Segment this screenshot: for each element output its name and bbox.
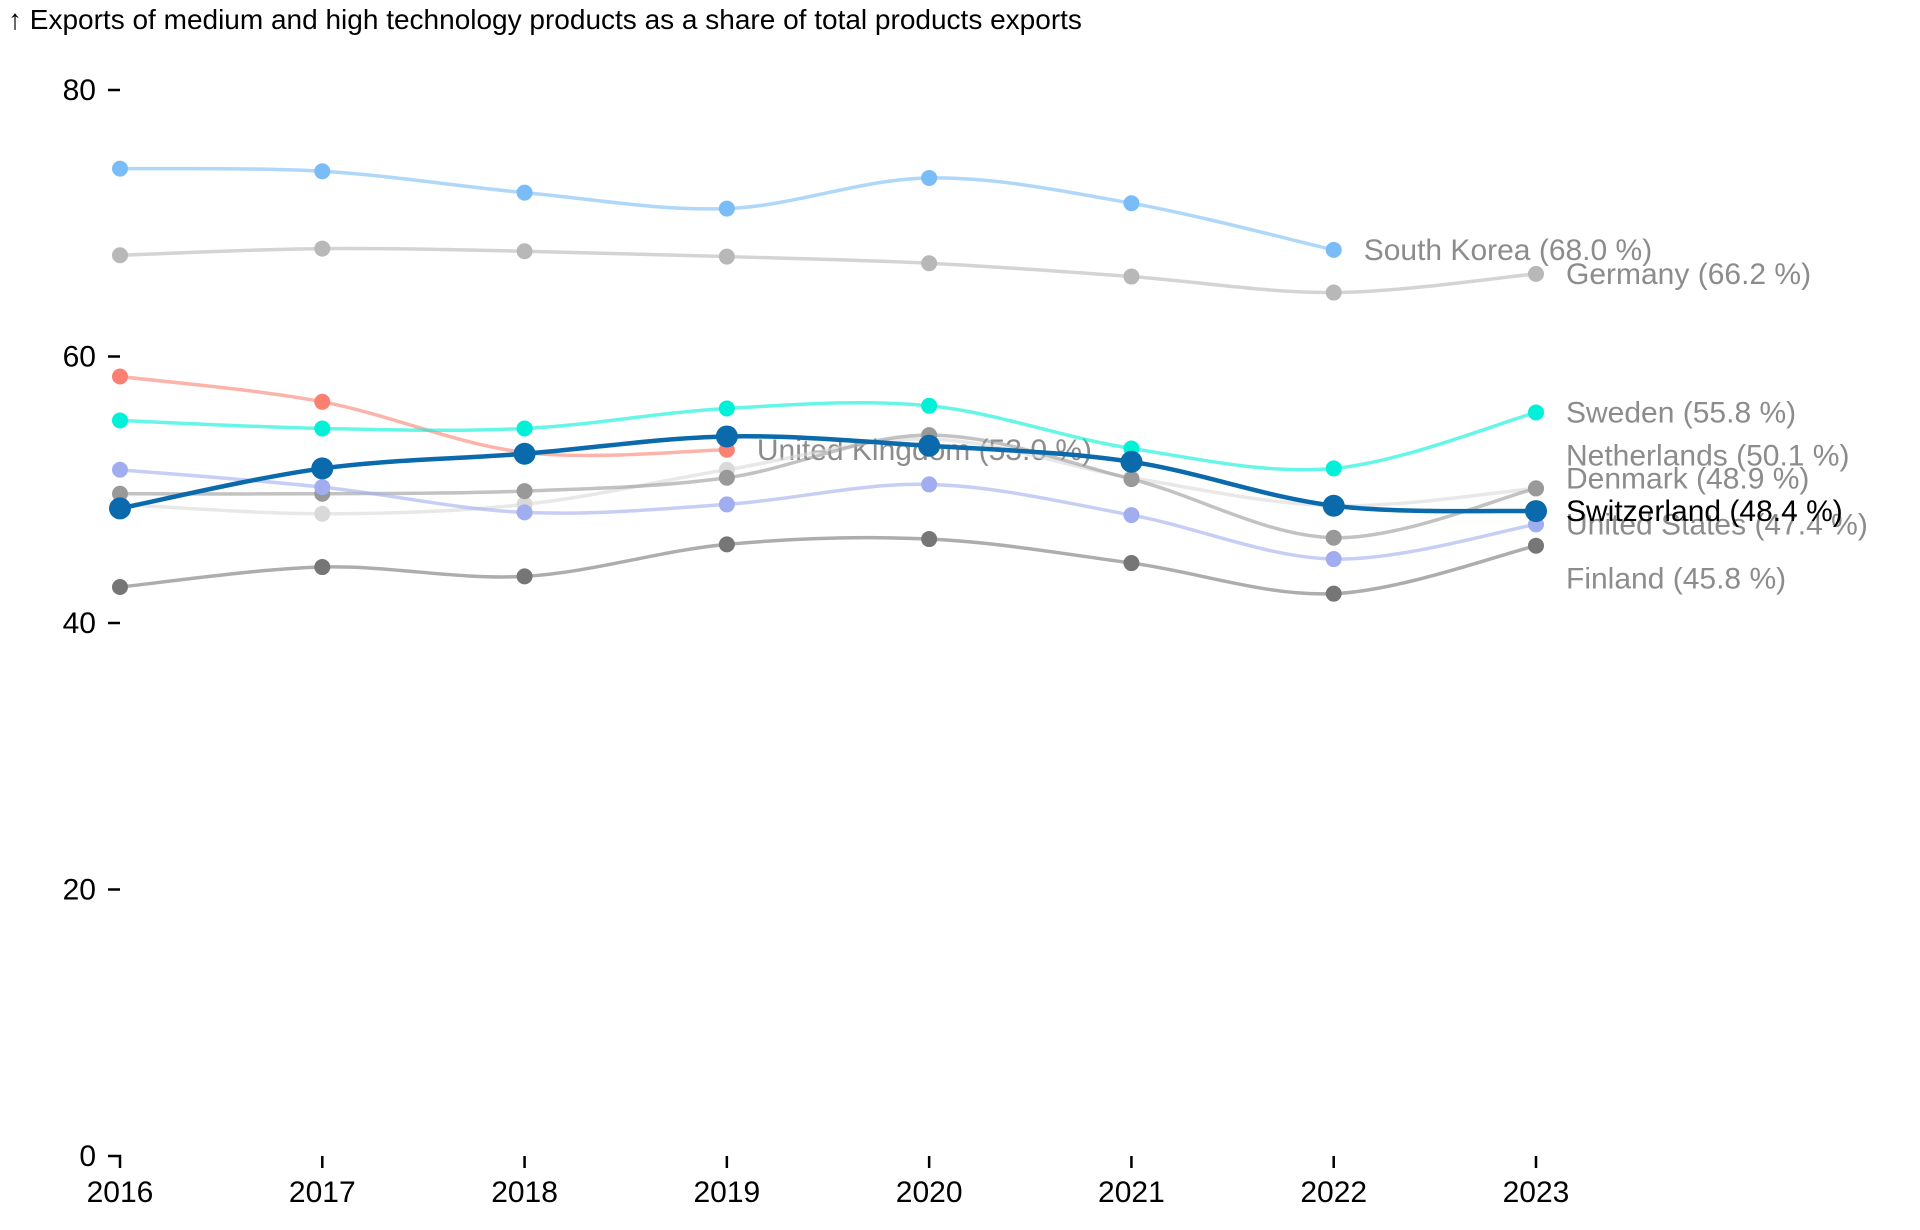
data-point-sweden	[718, 400, 735, 417]
data-point-denmark	[1123, 471, 1140, 488]
data-point-germany	[921, 255, 938, 272]
data-point-germany	[516, 243, 533, 260]
series-label-sweden: Sweden (55.8 %)	[1566, 396, 1796, 429]
data-point-finland	[1325, 585, 1342, 602]
data-point-denmark	[1325, 529, 1342, 546]
data-point-south-korea	[1325, 241, 1342, 258]
data-point-sweden	[1528, 404, 1544, 421]
data-point-south-korea	[314, 163, 331, 180]
x-tick-label: 2021	[1098, 1176, 1165, 1209]
data-point-south-korea	[1123, 195, 1140, 212]
data-point-switzerland	[311, 457, 334, 480]
x-axis: 2016 2017 2018 2019 2020 2021 2022 2023	[87, 1156, 1570, 1209]
data-point-switzerland	[1120, 450, 1143, 473]
y-tick-label: 80	[63, 74, 96, 107]
y-axis: 0 20 40 60 80	[63, 74, 122, 1173]
data-point-germany	[1123, 268, 1140, 285]
data-point-switzerland	[918, 434, 941, 457]
data-point-finland	[112, 579, 128, 596]
x-tick-label: 2020	[896, 1176, 963, 1209]
series-label-netherlands: Netherlands (50.1 %)	[1566, 439, 1849, 472]
series-switzerland: Switzerland (48.4 %)	[109, 425, 1843, 528]
series-line-germany	[119, 246, 1537, 295]
data-point-united-states	[314, 479, 331, 496]
data-point-finland	[1123, 555, 1140, 572]
data-point-denmark	[1528, 480, 1544, 497]
series-line-denmark	[119, 433, 1537, 540]
y-tick-label: 0	[79, 1140, 96, 1173]
series-line-sweden	[119, 400, 1537, 472]
y-tick-label: 20	[63, 874, 96, 907]
data-point-switzerland	[513, 442, 536, 465]
series-label-denmark: Denmark (48.9 %)	[1566, 462, 1809, 495]
data-point-finland	[1528, 537, 1544, 554]
series-netherlands: Netherlands (50.1 %)	[112, 431, 1849, 522]
data-point-united-states	[718, 496, 735, 513]
data-point-south-korea	[718, 200, 735, 217]
data-point-switzerland	[715, 425, 738, 448]
y-tick-label: 60	[63, 341, 96, 374]
data-point-netherlands	[314, 505, 331, 522]
series-finland: Finland (45.8 %)	[112, 531, 1786, 602]
series-united-kingdom: United Kingdom (53.0 %)	[112, 368, 1092, 467]
data-point-germany	[314, 240, 331, 257]
x-tick-label: 2016	[87, 1176, 154, 1209]
data-point-south-korea	[112, 160, 128, 177]
data-point-finland	[718, 536, 735, 553]
series-line-switzerland	[119, 434, 1537, 514]
series-label-south-korea: South Korea (68.0 %)	[1364, 234, 1653, 267]
data-point-germany	[112, 247, 128, 264]
data-point-sweden	[1325, 460, 1342, 477]
data-point-finland	[314, 559, 331, 576]
y-axis-origin-tick	[108, 1154, 122, 1168]
series-south-korea: South Korea (68.0 %)	[112, 160, 1653, 267]
data-point-sweden	[112, 412, 128, 429]
series-label-finland: Finland (45.8 %)	[1566, 563, 1786, 596]
series-label-germany: Germany (66.2 %)	[1566, 258, 1811, 291]
data-point-switzerland	[109, 497, 131, 520]
chart-title: ↑ Exports of medium and high technology …	[8, 4, 1082, 35]
data-point-united-states	[1123, 507, 1140, 524]
data-point-denmark	[516, 483, 533, 500]
series-line-united-states	[119, 468, 1537, 561]
series-united-states: United States (47.4 %)	[112, 461, 1868, 568]
data-point-finland	[516, 568, 533, 585]
data-point-germany	[718, 248, 735, 265]
x-tick-label: 2018	[491, 1176, 558, 1209]
data-point-south-korea	[516, 184, 533, 201]
data-point-switzerland	[1525, 500, 1547, 523]
data-point-united-states	[1325, 551, 1342, 568]
data-point-united-states	[921, 476, 938, 493]
x-tick-label: 2022	[1300, 1176, 1367, 1209]
data-point-united-kingdom	[314, 393, 331, 410]
series-line-netherlands	[119, 437, 1537, 516]
y-tick-label: 40	[63, 607, 96, 640]
data-point-sweden	[516, 420, 533, 437]
data-point-germany	[1528, 265, 1544, 282]
series-germany: Germany (66.2 %)	[112, 240, 1811, 301]
data-point-sweden	[921, 397, 938, 414]
data-point-united-kingdom	[112, 368, 128, 385]
data-point-united-states	[112, 461, 128, 478]
x-tick-label: 2017	[289, 1176, 356, 1209]
data-point-south-korea	[921, 169, 938, 186]
data-point-denmark	[718, 469, 735, 486]
data-point-denmark	[112, 485, 128, 502]
x-tick-label: 2023	[1503, 1176, 1570, 1209]
data-point-sweden	[314, 420, 331, 437]
data-point-finland	[921, 531, 938, 548]
data-point-switzerland	[1322, 494, 1345, 517]
series-line-finland	[119, 535, 1537, 596]
data-point-germany	[1325, 284, 1342, 301]
series-label-united-states: United States (47.4 %)	[1566, 508, 1868, 541]
series-label-switzerland: Switzerland (48.4 %)	[1566, 495, 1843, 528]
data-point-united-states	[516, 504, 533, 521]
x-tick-label: 2019	[693, 1176, 760, 1209]
